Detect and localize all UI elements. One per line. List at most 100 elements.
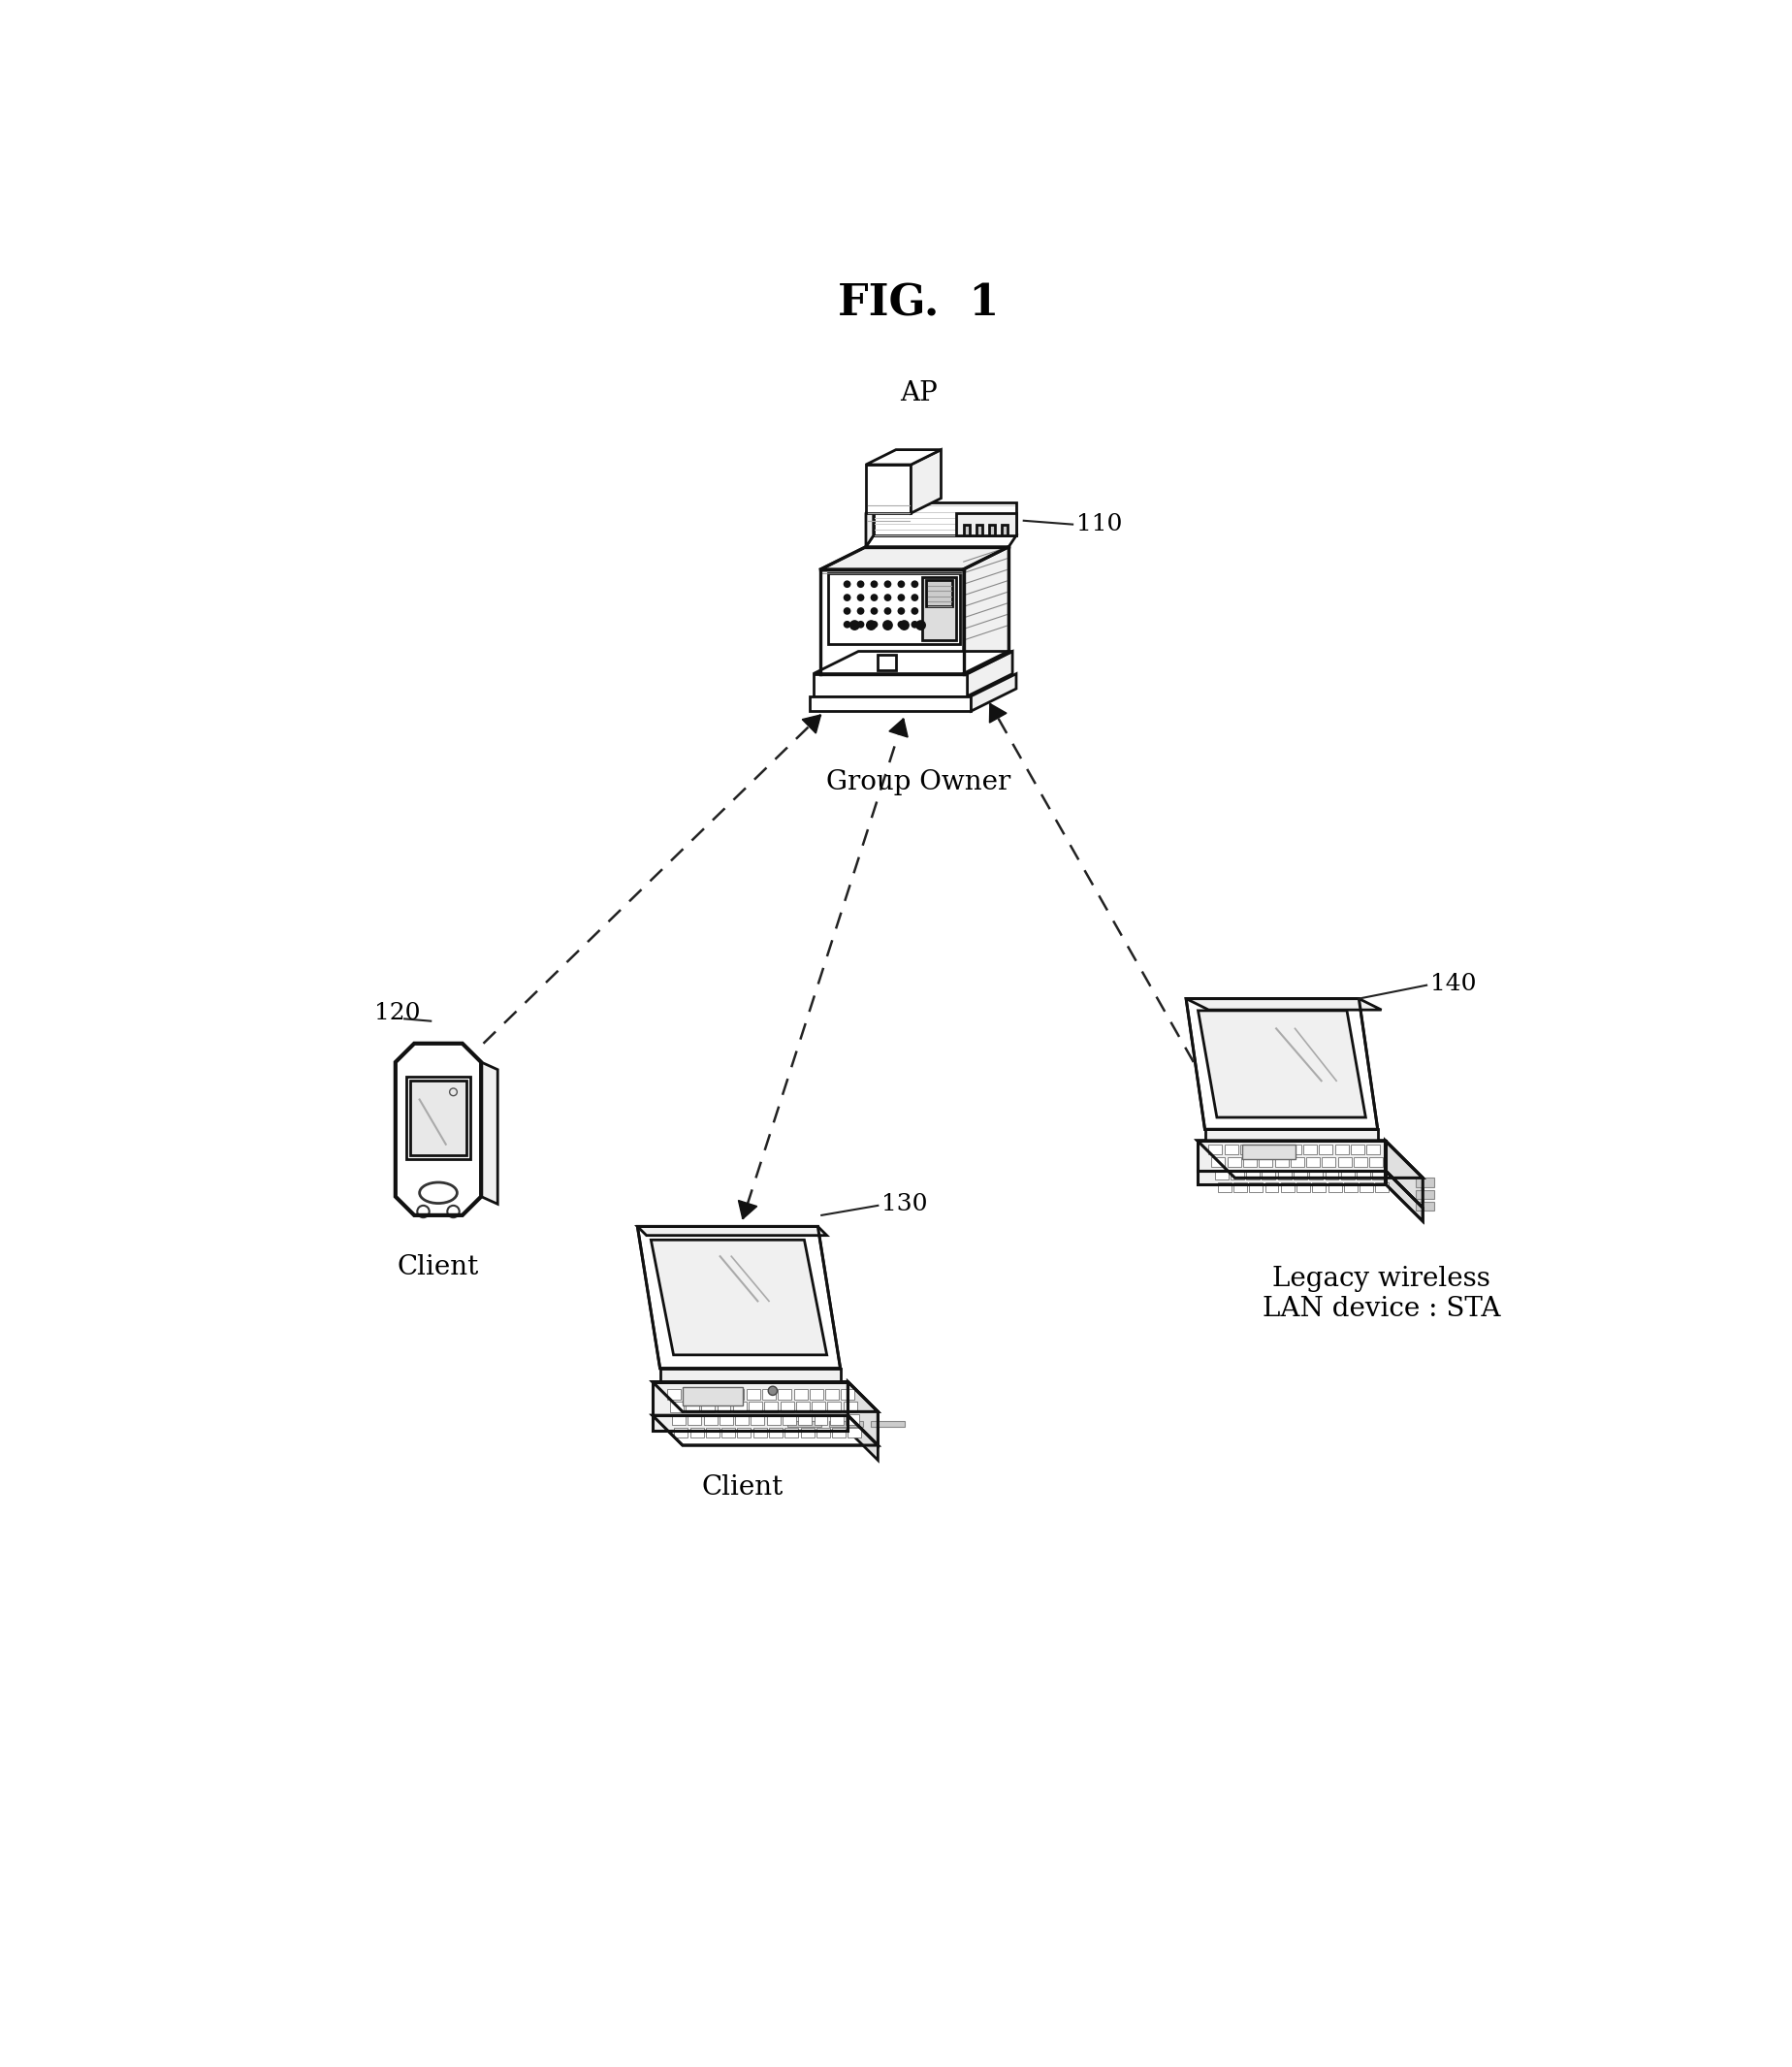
Polygon shape bbox=[810, 697, 971, 711]
Polygon shape bbox=[667, 1389, 681, 1399]
Polygon shape bbox=[840, 1389, 855, 1399]
Polygon shape bbox=[1296, 1182, 1310, 1193]
Polygon shape bbox=[962, 525, 969, 535]
Polygon shape bbox=[989, 525, 995, 535]
Polygon shape bbox=[1328, 1182, 1340, 1193]
Polygon shape bbox=[866, 535, 1016, 548]
Polygon shape bbox=[1306, 1158, 1319, 1166]
Polygon shape bbox=[876, 655, 896, 670]
Circle shape bbox=[883, 608, 891, 614]
Polygon shape bbox=[407, 1077, 470, 1160]
Polygon shape bbox=[866, 502, 873, 548]
Text: AP: AP bbox=[900, 380, 937, 407]
Polygon shape bbox=[753, 1428, 767, 1439]
Polygon shape bbox=[1414, 1178, 1434, 1186]
Circle shape bbox=[842, 593, 851, 601]
Polygon shape bbox=[814, 1414, 828, 1424]
Polygon shape bbox=[828, 1401, 840, 1412]
Circle shape bbox=[910, 581, 918, 587]
Polygon shape bbox=[848, 1383, 878, 1445]
Polygon shape bbox=[735, 1414, 749, 1424]
Circle shape bbox=[857, 608, 864, 614]
Polygon shape bbox=[785, 1428, 797, 1439]
Text: 130: 130 bbox=[882, 1193, 926, 1215]
Circle shape bbox=[849, 620, 860, 630]
Polygon shape bbox=[1197, 1141, 1423, 1178]
Polygon shape bbox=[830, 1414, 842, 1424]
Circle shape bbox=[869, 593, 878, 601]
Polygon shape bbox=[690, 1428, 702, 1439]
Polygon shape bbox=[769, 1428, 781, 1439]
Polygon shape bbox=[869, 1420, 903, 1426]
Polygon shape bbox=[812, 1401, 824, 1412]
Polygon shape bbox=[778, 1389, 790, 1399]
Polygon shape bbox=[737, 1428, 751, 1439]
Polygon shape bbox=[1274, 1158, 1288, 1166]
Polygon shape bbox=[1349, 1145, 1364, 1153]
Polygon shape bbox=[1287, 1145, 1301, 1153]
Circle shape bbox=[898, 581, 905, 587]
Polygon shape bbox=[921, 577, 955, 641]
Polygon shape bbox=[683, 1387, 742, 1406]
Circle shape bbox=[883, 620, 891, 628]
Polygon shape bbox=[1265, 1182, 1278, 1193]
Polygon shape bbox=[831, 1428, 846, 1439]
Polygon shape bbox=[1254, 1145, 1269, 1153]
Polygon shape bbox=[1228, 1158, 1240, 1166]
Polygon shape bbox=[652, 1383, 878, 1412]
Polygon shape bbox=[1233, 1182, 1245, 1193]
Polygon shape bbox=[796, 1401, 810, 1412]
Circle shape bbox=[883, 593, 891, 601]
Polygon shape bbox=[842, 1401, 857, 1412]
Polygon shape bbox=[1414, 1191, 1434, 1199]
Polygon shape bbox=[1262, 1170, 1274, 1180]
Polygon shape bbox=[1197, 1170, 1385, 1184]
Polygon shape bbox=[638, 1226, 840, 1368]
Text: FIG.  1: FIG. 1 bbox=[837, 283, 998, 325]
Polygon shape bbox=[1374, 1182, 1389, 1193]
Text: Client: Client bbox=[398, 1255, 478, 1282]
Polygon shape bbox=[701, 1401, 715, 1412]
Polygon shape bbox=[1366, 1145, 1380, 1153]
Polygon shape bbox=[794, 1389, 806, 1399]
Circle shape bbox=[882, 620, 892, 630]
Circle shape bbox=[869, 620, 878, 628]
Polygon shape bbox=[1002, 525, 1007, 535]
Polygon shape bbox=[1204, 1129, 1376, 1141]
Polygon shape bbox=[989, 703, 1005, 723]
Polygon shape bbox=[480, 1062, 498, 1205]
Polygon shape bbox=[720, 1428, 735, 1439]
Polygon shape bbox=[738, 1201, 756, 1220]
Polygon shape bbox=[1303, 1145, 1315, 1153]
Polygon shape bbox=[670, 1401, 683, 1412]
Circle shape bbox=[869, 608, 878, 614]
Polygon shape bbox=[1357, 1170, 1369, 1180]
Polygon shape bbox=[977, 525, 982, 535]
Circle shape bbox=[866, 620, 876, 630]
Polygon shape bbox=[828, 1420, 862, 1426]
Polygon shape bbox=[801, 715, 821, 734]
Polygon shape bbox=[685, 1401, 699, 1412]
Polygon shape bbox=[1340, 1170, 1353, 1180]
Polygon shape bbox=[797, 1414, 812, 1424]
Polygon shape bbox=[1258, 1158, 1272, 1166]
Text: Client: Client bbox=[701, 1474, 783, 1501]
Polygon shape bbox=[652, 1416, 848, 1430]
Circle shape bbox=[898, 593, 905, 601]
Polygon shape bbox=[828, 573, 959, 645]
Polygon shape bbox=[1245, 1170, 1260, 1180]
Polygon shape bbox=[1312, 1182, 1324, 1193]
Polygon shape bbox=[971, 674, 1016, 711]
Polygon shape bbox=[962, 548, 1009, 674]
Text: 110: 110 bbox=[1075, 513, 1122, 535]
Polygon shape bbox=[1240, 1145, 1253, 1153]
Polygon shape bbox=[688, 1414, 701, 1424]
Polygon shape bbox=[749, 1401, 762, 1412]
Polygon shape bbox=[717, 1401, 731, 1412]
Polygon shape bbox=[719, 1414, 733, 1424]
Polygon shape bbox=[787, 1420, 821, 1426]
Polygon shape bbox=[1211, 1158, 1224, 1166]
Circle shape bbox=[910, 608, 918, 614]
Polygon shape bbox=[652, 1416, 878, 1445]
Polygon shape bbox=[1208, 1145, 1222, 1153]
